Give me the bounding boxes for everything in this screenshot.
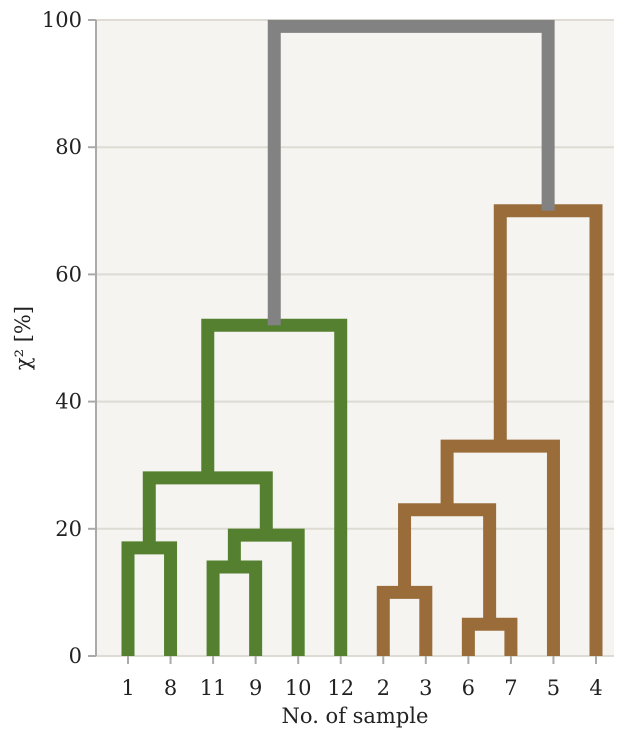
plot-background <box>96 20 614 656</box>
y-tick-label: 40 <box>55 390 82 414</box>
x-tick-label-5: 5 <box>547 676 560 700</box>
x-tick-label-6: 6 <box>462 676 475 700</box>
x-tick-label-12: 12 <box>327 676 354 700</box>
x-axis-title: No. of sample <box>282 704 429 728</box>
y-tick-label: 100 <box>42 8 82 32</box>
x-tick-label-11: 11 <box>200 676 227 700</box>
plot-area <box>96 20 614 656</box>
x-tick-label-9: 9 <box>249 676 262 700</box>
y-axis-title: χ² [%] <box>11 306 35 370</box>
y-tick-label: 0 <box>69 644 82 668</box>
x-tick-label-2: 2 <box>377 676 390 700</box>
x-tick-label-8: 8 <box>164 676 177 700</box>
y-tick-label: 80 <box>55 135 82 159</box>
x-tick-label-1: 1 <box>121 676 134 700</box>
axes <box>95 20 597 664</box>
y-tick-label: 60 <box>55 262 82 286</box>
tick-labels: 0 20 40 60 80 100 1 8 11 9 10 12 2 3 6 7 5 4 <box>42 8 603 700</box>
dendrogram-links <box>121 19 603 656</box>
x-tick-label-3: 3 <box>419 676 432 700</box>
y-tick-label: 20 <box>55 517 82 541</box>
x-tick-label-7: 7 <box>504 676 517 700</box>
x-tick-label-4: 4 <box>589 676 602 700</box>
x-tick-label-10: 10 <box>285 676 312 700</box>
